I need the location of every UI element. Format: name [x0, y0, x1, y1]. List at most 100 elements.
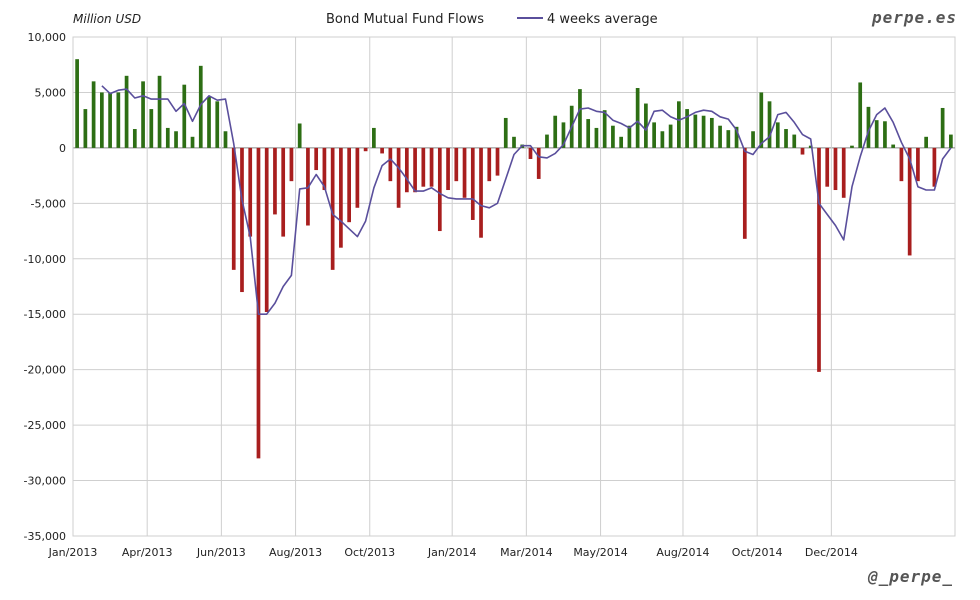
flow-bar	[273, 147, 277, 215]
flow-bar	[784, 129, 788, 148]
flow-bar	[149, 109, 154, 148]
flow-bar	[91, 81, 96, 148]
flow-bar	[355, 147, 360, 208]
flow-bar	[141, 81, 145, 148]
flow-bar	[602, 110, 607, 148]
flow-bar	[231, 147, 236, 270]
flow-bar	[322, 147, 327, 191]
y-tick-label: -25,000	[24, 419, 66, 432]
flow-bar	[256, 147, 261, 459]
flow-bar	[767, 101, 772, 148]
flow-bar	[314, 147, 319, 171]
plot-frame	[72, 36, 956, 537]
flow-bar	[883, 121, 887, 148]
y-unit-label: Million USD	[73, 12, 141, 26]
flow-bar	[223, 131, 228, 148]
average-line-layer	[101, 85, 952, 315]
flow-bar	[99, 92, 104, 148]
flow-bar	[413, 147, 417, 193]
flow-bar	[388, 147, 393, 182]
flow-bar	[891, 144, 896, 148]
average-line	[101, 85, 952, 315]
flow-bar	[611, 125, 615, 148]
flow-bar	[372, 127, 376, 148]
flow-bar	[677, 101, 681, 148]
flow-bar	[858, 82, 863, 148]
flow-bar	[866, 106, 871, 148]
flow-bar	[108, 92, 112, 148]
flow-bar	[775, 122, 780, 148]
y-tick-label: 0	[59, 142, 66, 155]
flow-bar	[454, 147, 459, 182]
flow-bar	[75, 59, 79, 148]
flow-bar	[132, 129, 137, 148]
flow-bar	[215, 101, 220, 148]
y-tick-label: -35,000	[24, 530, 66, 543]
flow-bar	[545, 134, 549, 148]
flow-bar	[660, 131, 665, 148]
flow-bar	[207, 96, 211, 148]
flow-bar	[644, 103, 648, 148]
x-tick-label: Mar/2014	[500, 546, 552, 559]
flow-bar	[289, 147, 294, 182]
flow-bar	[528, 147, 533, 159]
flow-bar	[165, 127, 170, 148]
flow-bar	[429, 147, 434, 187]
flow-bar	[561, 122, 566, 148]
y-tick-label: 5,000	[35, 86, 67, 99]
x-tick-label: Oct/2014	[732, 546, 783, 559]
flow-bar	[347, 147, 351, 223]
flow-bar	[503, 117, 508, 148]
flow-bar	[380, 147, 384, 154]
flow-bar	[396, 147, 401, 208]
flow-bar	[734, 126, 739, 148]
flow-bar	[792, 134, 797, 148]
x-tick-label: Jan/2013	[48, 546, 98, 559]
flow-bar	[693, 114, 698, 148]
y-tick-label: -30,000	[24, 475, 66, 488]
flow-bar	[759, 92, 764, 148]
flow-bar	[479, 147, 483, 238]
flow-bar	[462, 147, 467, 198]
flow-bar	[339, 147, 343, 248]
x-tick-label: Dec/2014	[805, 546, 858, 559]
flow-bar	[487, 147, 492, 182]
flow-bar	[421, 147, 426, 187]
flow-bar	[619, 136, 624, 148]
flow-bar	[833, 147, 838, 191]
flow-bar	[297, 123, 302, 148]
y-tick-label: -15,000	[24, 308, 66, 321]
flow-bar	[578, 89, 582, 148]
flow-bar	[701, 115, 706, 148]
flow-bar	[495, 147, 500, 176]
x-tick-label: Jan/2014	[427, 546, 477, 559]
flow-bar	[907, 147, 912, 256]
flow-bar	[264, 147, 269, 313]
flow-bar	[330, 147, 335, 270]
flow-bar	[874, 120, 879, 148]
flow-bar	[594, 127, 599, 148]
flow-bar	[808, 145, 813, 148]
chart-title: Bond Mutual Fund Flows	[326, 12, 484, 27]
flow-bar	[850, 145, 854, 148]
flow-bar	[174, 131, 178, 148]
flow-bar	[685, 109, 689, 148]
flow-bar	[363, 147, 368, 152]
x-tick-label: May/2014	[573, 546, 627, 559]
flow-bar	[627, 125, 632, 148]
flow-bar	[652, 122, 656, 148]
legend-label: 4 weeks average	[547, 12, 658, 27]
flow-bar	[553, 115, 558, 148]
flow-bar	[437, 147, 442, 232]
flow-bar	[668, 124, 673, 148]
flow-bar	[940, 107, 945, 148]
flow-bar	[248, 147, 253, 237]
axis-layer: 10,000 5,000 0 -5,000 -10,000 -15,000 -20,000 -…	[24, 31, 858, 559]
flow-bar	[182, 84, 187, 148]
flow-bar	[742, 147, 747, 239]
flow-bar	[635, 88, 640, 148]
y-tick-label: -5,000	[31, 197, 66, 210]
flow-bar	[932, 147, 937, 187]
flow-bar	[924, 136, 929, 148]
